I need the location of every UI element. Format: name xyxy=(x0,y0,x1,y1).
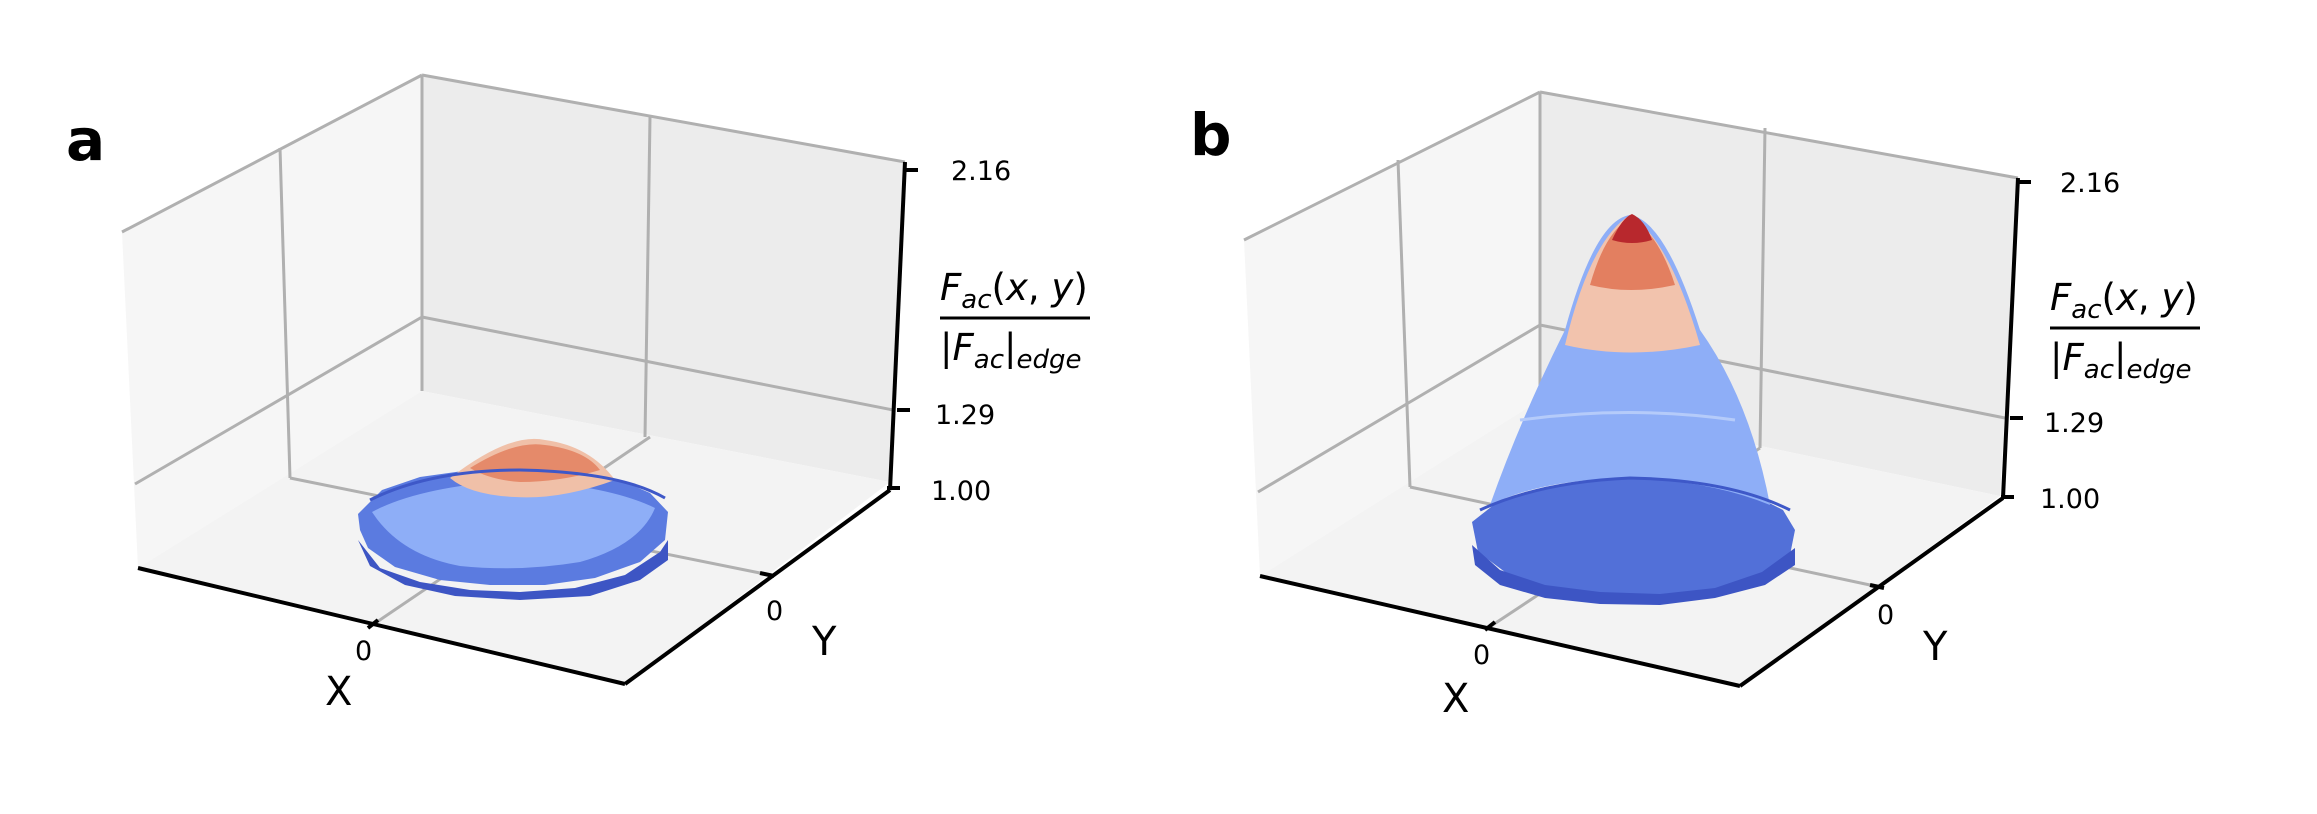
x-axis-line xyxy=(137,566,626,686)
svg-text:Fac(x, y): Fac(x, y) xyxy=(940,266,1088,315)
axes-frame xyxy=(137,161,918,686)
y-axis-line xyxy=(1738,496,2005,688)
panel-label: a xyxy=(66,106,105,174)
x-tick-label: 0 xyxy=(355,636,372,667)
panel-b: 2.16 1.29 1.00 0 0 X Y Fac(x, y) |Fac|ed… xyxy=(1190,90,2200,722)
z-tick-label: 1.00 xyxy=(931,476,991,507)
z-tick-label: 2.16 xyxy=(2060,168,2120,199)
y-axis-label: Y xyxy=(1922,624,1948,670)
surface-a xyxy=(358,438,668,600)
svg-text:|Fac|edge: |Fac|edge xyxy=(940,326,1081,375)
x-tick-label: 0 xyxy=(1473,640,1490,671)
y-axis-label: Y xyxy=(811,619,837,665)
z-tick-label: 1.00 xyxy=(2040,484,2100,515)
pane-left-wall xyxy=(122,75,422,568)
svg-text:Fac(x, y): Fac(x, y) xyxy=(2050,276,2198,325)
z-tick-label: 1.29 xyxy=(2044,408,2104,439)
y-tick-label: 0 xyxy=(766,596,783,627)
panel-a: 2.16 1.29 1.00 0 0 X Y Fac(x, y) |Fac|ed… xyxy=(66,73,1090,715)
svg-text:|Fac|edge: |Fac|edge xyxy=(2050,336,2191,385)
x-axis-label: X xyxy=(325,669,352,715)
z-axis-line xyxy=(2001,177,2020,499)
z-tick-label: 1.29 xyxy=(935,400,995,431)
y-tick-label: 0 xyxy=(1877,600,1894,631)
panel-label: b xyxy=(1190,101,1232,169)
y-axis-line xyxy=(623,488,892,686)
x-axis-line xyxy=(1259,574,1741,688)
z-tick-label: 2.16 xyxy=(951,156,1011,187)
z-axis-line xyxy=(888,161,907,491)
x-axis-label: X xyxy=(1442,676,1469,722)
z-axis-label: Fac(x, y) |Fac|edge xyxy=(940,266,1090,375)
axes-frame xyxy=(1259,177,2031,688)
pane-back-wall xyxy=(422,75,905,482)
surface-b xyxy=(1472,214,1795,605)
z-axis-label: Fac(x, y) |Fac|edge xyxy=(2050,276,2200,385)
